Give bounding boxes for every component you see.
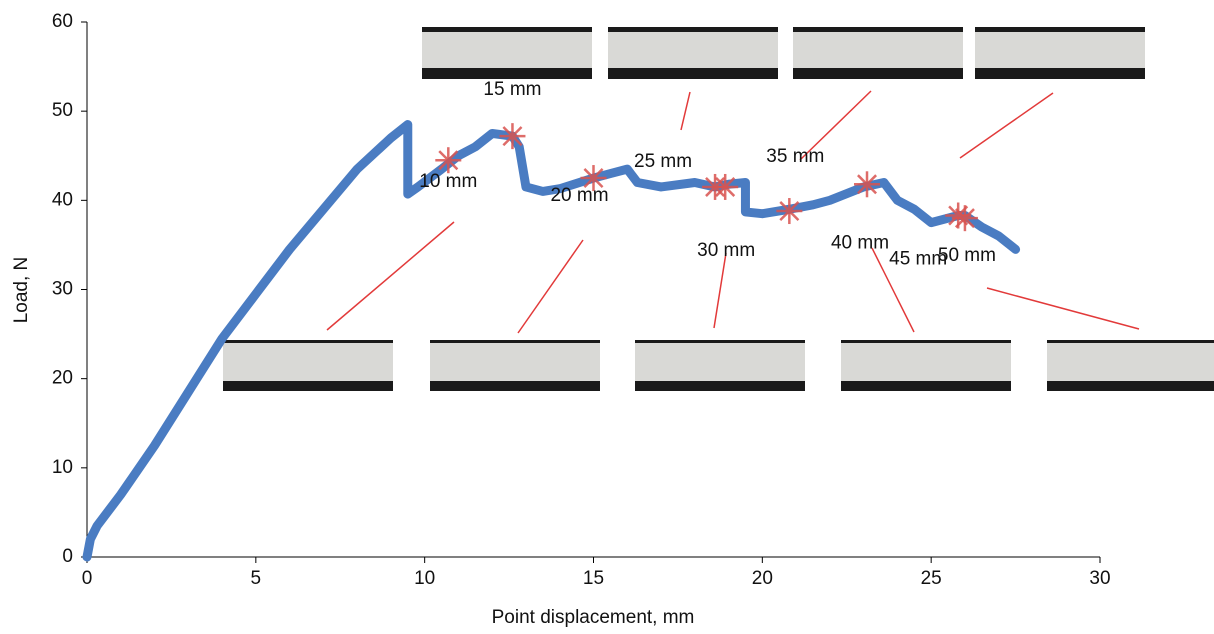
x-tick-label: 15 [583, 568, 604, 589]
marker-label: 25 mm [634, 151, 692, 172]
connector [517, 239, 584, 334]
x-axis-title: Point displacement, mm [492, 607, 695, 628]
marker-label: 30 mm [697, 240, 755, 261]
photo-strip [793, 32, 963, 68]
photo-strip [608, 32, 778, 68]
x-tick-label: 30 [1089, 568, 1110, 589]
marker [951, 205, 978, 232]
photo-strip [223, 343, 393, 381]
marker-label: 35 mm [766, 146, 824, 167]
load-curve [82, 120, 1021, 562]
x-tick-label: 25 [921, 568, 942, 589]
x-tick-label: 5 [251, 568, 262, 589]
marker-label: 20 mm [550, 185, 608, 206]
marker [712, 173, 739, 200]
marker [499, 123, 526, 150]
photo-strip [975, 32, 1145, 68]
connector [680, 91, 691, 131]
marker-stroke [715, 176, 736, 197]
connector [326, 221, 455, 331]
connector [713, 252, 727, 329]
connector [799, 90, 872, 161]
y-tick-label: 0 [62, 546, 73, 567]
connectors [326, 90, 1140, 334]
marker [854, 171, 881, 198]
marker-label: 45 mm [889, 249, 947, 270]
photo-strip [635, 343, 805, 381]
marker-stroke [502, 126, 523, 147]
y-axis-title: Load, N [11, 257, 32, 324]
x-tick-label: 20 [752, 568, 773, 589]
marker-label: 40 mm [831, 232, 889, 253]
marker-stroke [583, 168, 604, 189]
y-tick-label: 50 [52, 100, 73, 121]
photo-strip [1047, 343, 1214, 381]
marker-label: 50 mm [938, 245, 996, 266]
photo-strip [430, 343, 600, 381]
connector [959, 92, 1054, 159]
y-tick-label: 20 [52, 368, 73, 389]
marker-stroke [779, 201, 800, 222]
marker-stroke [857, 174, 877, 195]
marker-stroke [954, 208, 975, 229]
photo-strip [841, 343, 1011, 381]
marker-label: 10 mm [419, 171, 477, 192]
connector [986, 287, 1140, 330]
marker [435, 147, 462, 174]
marker-stroke [438, 150, 459, 171]
y-tick-label: 30 [52, 279, 73, 300]
y-tick-label: 40 [52, 189, 73, 210]
x-tick-label: 0 [82, 568, 93, 589]
y-tick-label: 10 [52, 457, 73, 478]
y-tick-label: 60 [52, 11, 73, 32]
photos [223, 27, 1214, 391]
x-tick-label: 10 [414, 568, 435, 589]
marker [580, 165, 607, 192]
connector [871, 247, 915, 333]
marker [776, 198, 803, 225]
marker-label: 15 mm [483, 79, 541, 100]
photo-strip [422, 32, 592, 68]
